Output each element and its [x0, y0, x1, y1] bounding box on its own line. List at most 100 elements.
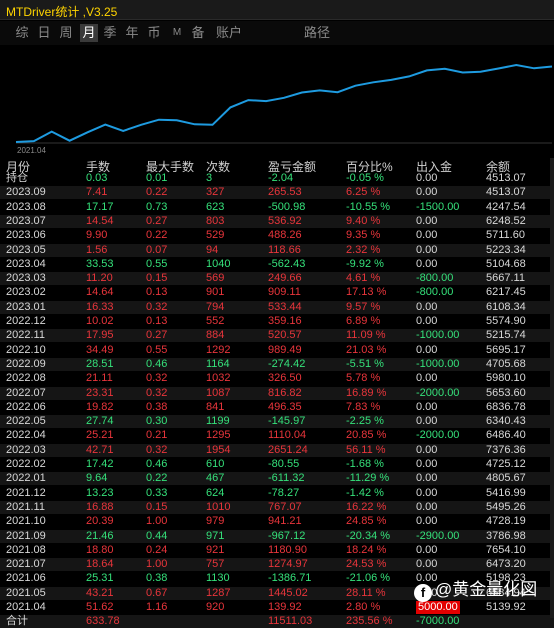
- cell-max: 0.46: [146, 358, 168, 370]
- table-row[interactable]: 2023.09 7.41 0.22 327 265.53 6.25 % 0.00 4513.0…: [0, 186, 554, 199]
- table-row[interactable]: 2023.02 14.64 0.13 901 909.11 17.13 % -800.00 6…: [0, 286, 554, 299]
- table-row[interactable]: 2021.04 51.62 1.16 920 139.92 2.80 % 5000.00 51…: [0, 601, 554, 614]
- table-row[interactable]: 2021.11 16.88 0.15 1010 767.07 16.22 % 0.00 549…: [0, 501, 554, 514]
- tab-9[interactable]: 账户: [215, 25, 242, 40]
- table-row[interactable]: 2023.03 11.20 0.15 569 249.66 4.61 % -800.00 56…: [0, 272, 554, 285]
- column-header-4[interactable]: 盈亏金额: [268, 160, 317, 174]
- cell-max: 1.16: [146, 601, 168, 613]
- tab-8[interactable]: 备: [191, 25, 205, 40]
- cell-max: 0.44: [146, 530, 168, 542]
- tab-3[interactable]: 月: [80, 24, 98, 42]
- table-row[interactable]: 2022.06 19.82 0.38 841 496.35 7.83 % 0.00 6836.…: [0, 401, 554, 414]
- equity-chart-svg: 2021.04: [15, 63, 553, 155]
- table-row[interactable]: 2023.08 17.17 0.73 623 -500.98 -10.55 % -1500.…: [0, 201, 554, 214]
- cell-pnl: 359.16: [268, 315, 302, 327]
- app-title: MTDriver统计 ,V3.25: [6, 5, 118, 19]
- tab-7[interactable]: M: [172, 27, 182, 38]
- cell-pnl: 496.35: [268, 401, 302, 413]
- cell-n: 3: [206, 172, 213, 184]
- cell-lots: 9.90: [86, 229, 108, 241]
- cell-max: 0.21: [146, 429, 168, 441]
- cell-pct: 4.61 %: [346, 272, 381, 284]
- cell-n: 841: [206, 401, 225, 413]
- table-row[interactable]: 2023.01 16.33 0.32 794 533.44 9.57 % 0.00 6108.…: [0, 301, 554, 314]
- cell-io: 0.00: [416, 415, 438, 427]
- column-header-7[interactable]: 余额: [486, 160, 511, 174]
- table-row[interactable]: 2022.10 34.49 0.55 1292 989.49 21.03 % 0.00 569…: [0, 344, 554, 357]
- table-row[interactable]: 2022.02 17.42 0.46 610 -80.55 -1.68 % 0.00 4725…: [0, 458, 554, 471]
- table-row[interactable]: 2023.06 9.90 0.22 529 488.26 9.35 % 0.00 5711.6…: [0, 229, 554, 242]
- column-header-3[interactable]: 次数: [206, 160, 231, 174]
- table-row[interactable]: 2022.03 42.71 0.32 1954 2651.24 56.11 % 0.00 73…: [0, 444, 554, 457]
- cell-pct: -2.25 %: [346, 415, 384, 427]
- column-header-6[interactable]: 出入金: [416, 160, 453, 174]
- cell-m: 2021.07: [6, 558, 46, 570]
- tab-10[interactable]: 路径: [303, 25, 330, 40]
- cell-pct: 9.40 %: [346, 215, 381, 227]
- cell-pct: 28.11 %: [346, 587, 386, 599]
- column-header-5[interactable]: 百分比%: [346, 160, 393, 174]
- column-header-1[interactable]: 手数: [86, 160, 111, 174]
- cell-n: 979: [206, 515, 225, 527]
- cell-n: 1199: [206, 415, 230, 427]
- table-row[interactable]: 持仓 0.03 0.01 3 -2.04 -0.05 % 0.00 4513.07: [0, 172, 554, 185]
- table-row[interactable]: 2022.04 25.21 0.21 1295 1110.04 20.85 % -2000.…: [0, 429, 554, 442]
- table-row[interactable]: 2021.06 25.31 0.38 1130 -1386.71 -21.06 % 0.00…: [0, 572, 554, 585]
- table-row[interactable]: 2022.05 27.74 0.30 1199 -145.97 -2.25 % 0.00 63…: [0, 415, 554, 428]
- cell-m: 2023.02: [6, 286, 46, 298]
- table-row[interactable]: 2021.12 13.23 0.33 624 -78.27 -1.42 % 0.00 5416…: [0, 487, 554, 500]
- tab-2[interactable]: 周: [59, 25, 73, 40]
- table-row[interactable]: 2021.08 18.80 0.24 921 1180.90 18.24 % 0.00 765…: [0, 544, 554, 557]
- cell-bal: 5215.74: [486, 329, 526, 341]
- cell-max: 0.15: [146, 501, 168, 513]
- cell-lots: 21.46: [86, 530, 114, 542]
- table-row[interactable]: 2022.01 9.64 0.22 467 -611.32 -11.29 % 0.00 480…: [0, 472, 554, 485]
- cell-pct: 9.57 %: [346, 301, 381, 313]
- cell-lots: 17.17: [86, 201, 114, 213]
- cell-m: 2022.08: [6, 372, 46, 384]
- cell-bal: 7376.36: [486, 444, 526, 456]
- cell-pct: 5.78 %: [346, 372, 381, 384]
- cell-n: 1295: [206, 429, 231, 441]
- cell-n: 803: [206, 215, 225, 227]
- cell-n: 610: [206, 458, 225, 470]
- cell-pct: 20.85 %: [346, 429, 387, 441]
- cell-lots: 51.62: [86, 601, 114, 613]
- cell-n: 1087: [206, 387, 231, 399]
- cell-n: 901: [206, 286, 225, 298]
- cell-n: 94: [206, 244, 219, 256]
- table-row[interactable]: 2023.05 1.56 0.07 94 118.66 2.32 % 0.00 5223.34: [0, 244, 554, 257]
- tab-6[interactable]: 币: [147, 25, 161, 40]
- table-row[interactable]: 2022.12 10.02 0.13 552 359.16 6.89 % 0.00 5574.…: [0, 315, 554, 328]
- table-row[interactable]: 2021.10 20.39 1.00 979 941.21 24.85 % 0.00 4728…: [0, 515, 554, 528]
- cell-max: 0.24: [146, 544, 168, 556]
- cell-m: 2023.08: [6, 201, 46, 213]
- table-row[interactable]: 2021.07 18.64 1.00 757 1274.97 24.53 % 0.00 647…: [0, 558, 554, 571]
- cell-n: 623: [206, 201, 225, 213]
- cell-pnl: 488.26: [268, 229, 302, 241]
- tab-4[interactable]: 季: [103, 25, 117, 40]
- cell-pct: 11.09 %: [346, 329, 386, 341]
- table-scrollbar[interactable]: [550, 158, 554, 618]
- cell-pnl: 533.44: [268, 301, 302, 313]
- table-row[interactable]: 2023.04 33.53 0.55 1040 -562.43 -9.92 % 0.00 51…: [0, 258, 554, 271]
- tab-1[interactable]: 日: [37, 25, 51, 40]
- cell-m: 2022.02: [6, 458, 46, 470]
- table-row[interactable]: 2022.11 17.95 0.27 884 520.57 11.09 % -1000.00…: [0, 329, 554, 342]
- cell-pct: 17.13 %: [346, 286, 387, 298]
- cell-io: 0.00: [416, 172, 438, 184]
- column-header-0[interactable]: 月份: [6, 160, 31, 174]
- cell-lots: 18.64: [86, 558, 114, 570]
- cell-lots: 28.51: [86, 358, 114, 370]
- cell-lots: 25.21: [86, 429, 114, 441]
- cell-bal: 6473.20: [486, 558, 526, 570]
- table-row[interactable]: 2022.08 21.11 0.32 1032 326.50 5.78 % 0.00 5980…: [0, 372, 554, 385]
- cell-pnl: -562.43: [268, 258, 306, 270]
- table-row[interactable]: 2022.07 23.31 0.32 1087 816.82 16.89 % -2000.0…: [0, 387, 554, 400]
- table-row[interactable]: 2022.09 28.51 0.46 1164 -274.42 -5.51 % -1000.…: [0, 358, 554, 371]
- tab-0[interactable]: 综: [15, 25, 29, 40]
- tab-5[interactable]: 年: [125, 25, 139, 40]
- table-row[interactable]: 2023.07 14.54 0.27 803 536.92 9.40 % 0.00 6248.…: [0, 215, 554, 228]
- table-row[interactable]: 2021.09 21.46 0.44 971 -967.12 -20.34 % -2900.…: [0, 530, 554, 543]
- column-header-2[interactable]: 最大手数: [146, 160, 195, 174]
